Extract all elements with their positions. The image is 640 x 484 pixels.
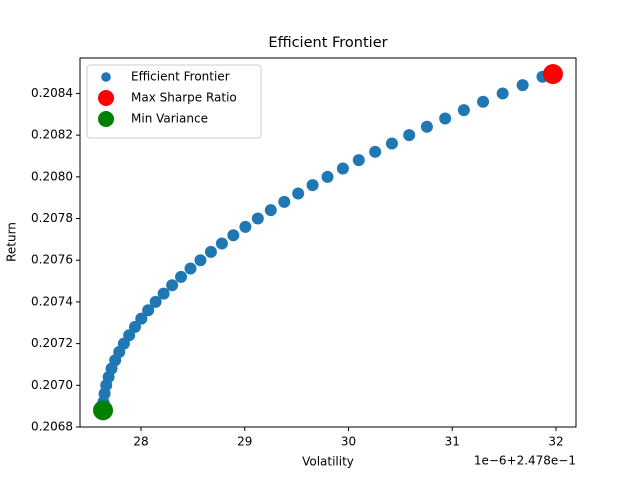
point	[369, 145, 382, 158]
point	[251, 212, 264, 225]
y-tick-label: 0.2076	[31, 253, 73, 267]
point	[194, 254, 207, 267]
point	[157, 287, 170, 300]
y-tick-label: 0.2070	[31, 378, 73, 392]
legend-label: Efficient Frontier	[131, 70, 230, 84]
legend-marker	[98, 90, 114, 106]
point	[204, 245, 217, 258]
point	[264, 204, 277, 217]
point	[306, 179, 319, 192]
point	[215, 237, 228, 250]
legend-label: Max Sharpe Ratio	[131, 91, 237, 105]
point	[123, 329, 136, 342]
y-tick-label: 0.2074	[31, 294, 73, 308]
point	[135, 312, 148, 325]
point	[477, 95, 490, 108]
x-axis-label: Volatility	[302, 455, 354, 469]
legend-marker	[98, 111, 114, 127]
point	[184, 262, 197, 275]
point	[420, 120, 433, 133]
point	[175, 270, 188, 283]
x-tick-label: 31	[445, 435, 460, 449]
x-tick-label: 28	[133, 435, 148, 449]
point	[439, 112, 452, 125]
point	[278, 195, 291, 208]
x-offset-text: 1e−6+2.478e−1	[474, 454, 576, 468]
point	[403, 129, 416, 142]
x-tick-label: 30	[341, 435, 356, 449]
point	[352, 154, 365, 167]
point	[336, 162, 349, 175]
y-tick-label: 0.2072	[31, 336, 73, 350]
point	[166, 279, 179, 292]
y-tick-label: 0.2078	[31, 211, 73, 225]
point	[385, 137, 398, 150]
point	[542, 64, 563, 85]
point	[239, 220, 252, 233]
point	[128, 320, 141, 333]
point	[516, 79, 529, 92]
legend-marker	[101, 72, 111, 82]
point	[93, 400, 114, 421]
point	[149, 295, 162, 308]
point	[292, 187, 305, 200]
x-tick-label: 32	[548, 435, 563, 449]
y-tick-label: 0.2068	[31, 420, 73, 434]
point	[457, 104, 470, 117]
point	[496, 87, 509, 100]
y-axis-label: Return	[5, 222, 19, 262]
point	[142, 304, 155, 317]
chart-title: Efficient Frontier	[268, 35, 387, 51]
point	[321, 170, 334, 183]
y-tick-label: 0.2084	[31, 86, 73, 100]
point	[227, 229, 240, 242]
x-tick-label: 29	[237, 435, 252, 449]
plot-frame	[79, 57, 577, 428]
y-tick-label: 0.2082	[31, 128, 73, 142]
legend-box	[86, 64, 262, 139]
y-tick-label: 0.2080	[31, 169, 73, 183]
legend-label: Min Variance	[131, 112, 208, 126]
